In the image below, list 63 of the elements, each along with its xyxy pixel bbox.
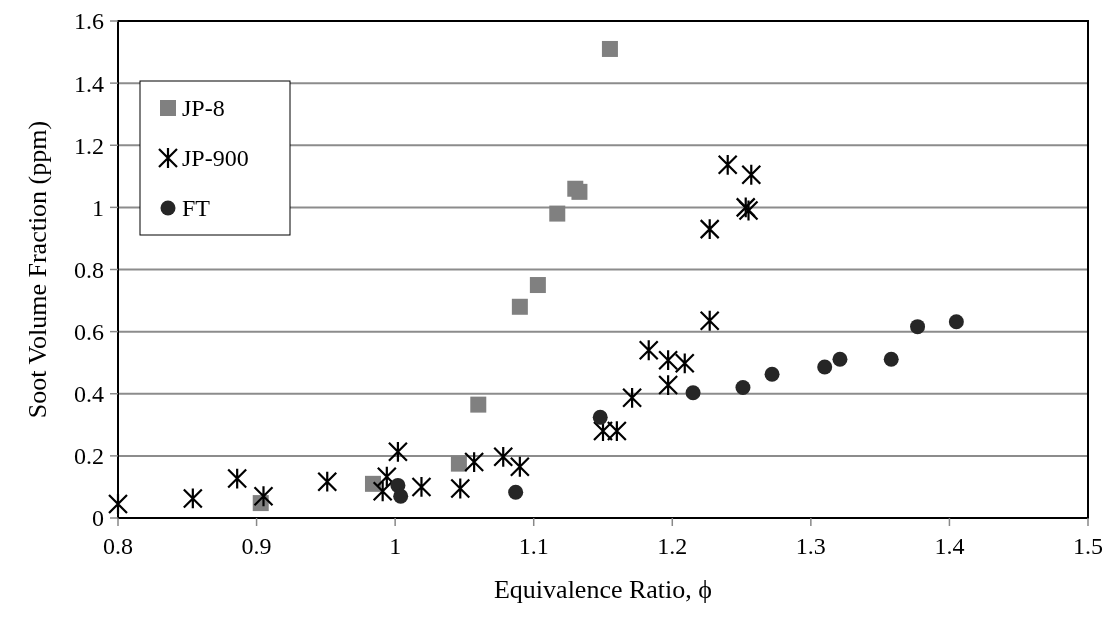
x-tick-label: 0.9 (241, 533, 272, 559)
legend-label: JP-8 (182, 95, 225, 122)
point (508, 484, 524, 500)
point (253, 485, 274, 508)
point (470, 396, 487, 413)
point (393, 488, 409, 504)
point (817, 359, 833, 375)
point (182, 487, 203, 510)
y-tick-label: 0.8 (74, 256, 104, 283)
x-tick-label: 1.5 (1073, 533, 1103, 559)
point (549, 205, 566, 222)
point (571, 183, 588, 200)
point (450, 477, 471, 500)
point (948, 314, 964, 330)
point (592, 409, 608, 425)
point (717, 153, 738, 176)
x-tick-label: 1.3 (795, 533, 826, 559)
x-axis-title: Equivalence Ratio, ϕ (493, 575, 713, 604)
point (493, 445, 514, 468)
point (376, 465, 397, 488)
point (107, 493, 129, 516)
point (699, 218, 720, 241)
point (883, 351, 899, 367)
x-tick-label: 1.4 (934, 533, 965, 559)
point (509, 455, 530, 478)
point (606, 420, 627, 443)
x-tick-label: 1.1 (518, 533, 549, 559)
legend-label: FT (182, 195, 211, 222)
point (227, 467, 248, 490)
y-tick-label: 0.6 (74, 319, 104, 346)
point (411, 475, 432, 498)
point (910, 319, 926, 335)
point (764, 366, 780, 382)
point (529, 277, 546, 294)
point (735, 380, 751, 396)
point (685, 385, 701, 401)
point (622, 386, 643, 409)
point (317, 470, 338, 493)
y-axis-title: Soot Volume Fraction (ppm) (23, 120, 52, 419)
y-tick-label: 0.2 (74, 443, 104, 470)
y-tick-label: 1.2 (74, 132, 104, 159)
point (592, 420, 614, 443)
point (658, 374, 679, 397)
point (601, 40, 618, 57)
point (450, 455, 467, 472)
y-tick-label: 1 (92, 194, 104, 221)
point (638, 339, 659, 362)
y-tick-label: 0.4 (74, 381, 104, 408)
point (387, 440, 409, 463)
legend-label: JP-900 (182, 145, 249, 172)
point (511, 298, 528, 315)
y-tick-label: 1.6 (74, 8, 104, 35)
point (658, 349, 679, 372)
point (699, 309, 720, 332)
y-tick-label: 0 (92, 505, 104, 532)
y-tick-label: 1.4 (74, 70, 104, 97)
point (832, 351, 848, 367)
x-tick-label: 1.2 (657, 533, 688, 559)
point (464, 451, 485, 474)
point (741, 163, 762, 186)
x-tick-label: 1 (389, 533, 402, 559)
point (372, 480, 393, 503)
point (674, 352, 695, 375)
